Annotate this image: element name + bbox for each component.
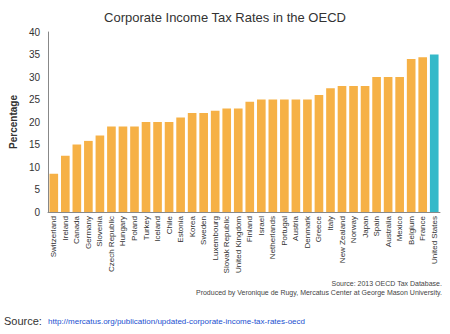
svg-text:Belgium: Belgium [407, 216, 416, 245]
svg-text:Corporate Income Tax Rates in: Corporate Income Tax Rates in the OECD [104, 10, 346, 25]
svg-text:Germany: Germany [84, 216, 93, 249]
svg-text:Chile: Chile [165, 215, 174, 234]
svg-text:Mexico: Mexico [395, 215, 404, 241]
svg-text:Switzerland: Switzerland [49, 216, 58, 257]
svg-text:Percentage: Percentage [8, 95, 19, 149]
svg-text:40: 40 [29, 27, 41, 38]
svg-text:15: 15 [29, 139, 41, 150]
svg-text:Sweden: Sweden [199, 216, 208, 245]
svg-text:Australia: Australia [384, 215, 393, 247]
svg-text:5: 5 [34, 184, 40, 195]
svg-text:Israel: Israel [257, 216, 266, 236]
svg-text:New Zealand: New Zealand [338, 216, 347, 263]
svg-text:Greece: Greece [314, 215, 323, 242]
svg-text:Slovenia: Slovenia [95, 215, 104, 246]
svg-text:Iceland: Iceland [153, 216, 162, 242]
svg-text:Turkey: Turkey [142, 216, 151, 240]
svg-text:http://mercatus.org/publicatio: http://mercatus.org/publication/updated-… [48, 317, 305, 326]
svg-text:30: 30 [29, 72, 41, 83]
svg-text:Netherlands: Netherlands [268, 216, 277, 259]
svg-text:Korea: Korea [188, 215, 197, 237]
svg-text:10: 10 [29, 162, 41, 173]
svg-text:Finland: Finland [245, 216, 254, 242]
svg-text:Poland: Poland [130, 216, 139, 241]
svg-text:Canada: Canada [72, 215, 81, 244]
svg-text:Norway: Norway [349, 216, 358, 243]
svg-text:35: 35 [29, 49, 41, 60]
svg-text:France: France [418, 215, 427, 240]
svg-text:Hungary: Hungary [118, 216, 127, 246]
svg-text:Czech Republic: Czech Republic [107, 216, 116, 272]
svg-text:0: 0 [34, 207, 40, 218]
svg-text:Luxembourg: Luxembourg [211, 216, 220, 260]
svg-text:Produced by Veronique de Rugy,: Produced by Veronique de Rugy, Mercatus … [196, 289, 442, 297]
svg-text:Ireland: Ireland [61, 216, 70, 240]
svg-text:Source: 2013 OECD Tax Database: Source: 2013 OECD Tax Database. [331, 280, 441, 287]
svg-text:United Kingdom: United Kingdom [234, 216, 243, 273]
svg-text:Japan: Japan [361, 216, 370, 238]
svg-text:Austria: Austria [291, 215, 300, 240]
svg-text:Italy: Italy [326, 216, 335, 231]
svg-text:United States: United States [430, 216, 439, 264]
svg-text:Estonia: Estonia [176, 215, 185, 242]
svg-text:Source:: Source: [4, 315, 42, 327]
svg-text:Spain: Spain [372, 216, 381, 236]
svg-text:Portugal: Portugal [280, 216, 289, 246]
svg-text:Slovak Republic: Slovak Republic [222, 216, 231, 273]
svg-text:Denmark: Denmark [303, 215, 312, 248]
svg-text:25: 25 [29, 94, 41, 105]
svg-text:20: 20 [29, 117, 41, 128]
